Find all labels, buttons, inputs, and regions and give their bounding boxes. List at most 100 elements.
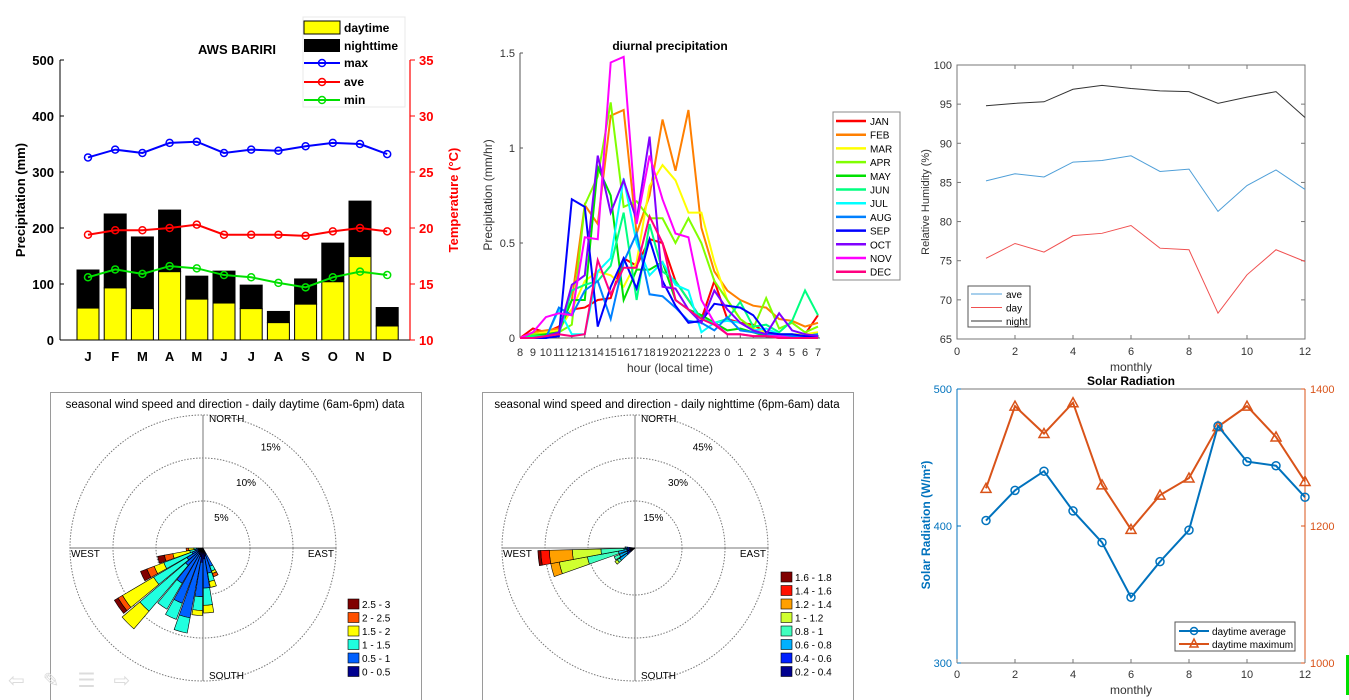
x-tick-label: J [248, 349, 255, 364]
legend-marker-min [317, 95, 327, 105]
x-tick-label: F [111, 349, 119, 364]
x-tick-label: M [191, 349, 202, 364]
wind-sector-segment [121, 601, 150, 630]
line-min [87, 265, 388, 289]
wind-rose-daytime: seasonal wind speed and direction - dail… [66, 399, 405, 682]
marker-min [165, 261, 174, 271]
bar-nighttime [103, 213, 127, 289]
x-tick-label: 2 [750, 347, 756, 359]
direction-east: EAST [740, 549, 766, 560]
legend-swatch [780, 571, 793, 583]
legend-label: day [1006, 304, 1022, 315]
menu-icon[interactable]: ☰ [77, 670, 96, 692]
line-oct [520, 136, 819, 339]
legend: ave day night [967, 285, 1031, 328]
marker-daytime-maximum [1182, 471, 1196, 483]
y2-tick-label: 1000 [1310, 658, 1334, 670]
legend-marker [1188, 637, 1200, 648]
marker-ave [219, 230, 229, 239]
x-tick-label: 0 [954, 346, 960, 358]
legend-label: OCT [870, 240, 891, 251]
legend-swatch [780, 639, 793, 650]
arrow-left-icon[interactable]: ⇦ [8, 670, 25, 692]
legend-swatch [347, 639, 360, 650]
x-tick-label: 2 [1012, 669, 1018, 681]
x-tick-label: 8 [1186, 669, 1192, 681]
y-axis-label: Solar Radiation (W/m²) [919, 461, 933, 590]
x-tick-label: 12 [1299, 669, 1311, 681]
direction-north: NORTH [641, 414, 676, 425]
line-daytime-maximum [985, 400, 1306, 532]
marker-daytime-maximum [1153, 488, 1167, 500]
legend-label: max [344, 56, 368, 70]
bar-nighttime [266, 310, 290, 324]
wind-sector-segment [613, 554, 622, 561]
legend-label: 0.4 - 0.6 [795, 654, 832, 665]
bar-daytime [212, 302, 236, 341]
bar-daytime [375, 325, 399, 341]
marker-min [219, 270, 229, 280]
legend-swatch [347, 625, 360, 637]
x-tick-label: 8 [517, 347, 523, 359]
legend-label: daytime maximum [1212, 640, 1293, 651]
y-tick-label: 85 [940, 177, 952, 189]
legend-label: 2 - 2.5 [362, 614, 391, 625]
y-tick-label: 0 [509, 333, 515, 345]
wind-sector-segment [208, 579, 217, 588]
x-tick-label: 21 [682, 347, 694, 359]
legend-label: 1.2 - 1.4 [795, 600, 832, 611]
x-tick-label: A [165, 349, 175, 364]
wind-sector-segment [203, 604, 215, 614]
x-tick-label: 6 [1128, 346, 1134, 358]
legend-label: 2.5 - 3 [362, 600, 391, 611]
wind-sector-segment [140, 568, 152, 582]
bar-daytime [185, 298, 209, 341]
marker-min [192, 264, 202, 273]
marker-daytime-maximum [1124, 522, 1138, 535]
line-nov [519, 55, 818, 339]
x-tick-label: 10 [1241, 346, 1253, 358]
wind-sector-segment [173, 614, 191, 634]
marker-max [110, 145, 120, 154]
marker-ave [165, 223, 174, 233]
pen-icon[interactable]: ✎ [42, 670, 60, 692]
legend-label: daytime average [1212, 627, 1286, 638]
y-tick-label: 1.5 [500, 48, 515, 60]
marker-min [83, 273, 93, 282]
line-apr [519, 102, 819, 339]
y-tick-label: 70 [940, 295, 952, 307]
y-tick-label: 80 [940, 217, 952, 229]
marker-max [219, 148, 229, 158]
wind-sector-segment [537, 550, 543, 567]
y-axis-label: Precipitation (mm) [13, 143, 28, 257]
x-tick-label: A [274, 349, 284, 364]
y-tick-label: 65 [940, 334, 952, 346]
bar-daytime [103, 287, 127, 341]
marker-daytime-maximum [1240, 399, 1254, 411]
y-tick-label: 0.5 [500, 238, 515, 250]
legend-label: ave [1006, 290, 1023, 301]
legend-label: 1.6 - 1.8 [795, 573, 832, 584]
x-tick-label: 7 [815, 347, 821, 359]
marker-min [355, 267, 365, 276]
legend-label: daytime [344, 21, 390, 35]
marker-daytime-average [1039, 466, 1049, 476]
y-tick-label: 75 [940, 256, 952, 268]
x-tick-label: 1 [737, 347, 743, 359]
x-tick-label: 18 [643, 347, 655, 359]
wind-sector-segment [624, 546, 627, 549]
x-tick-label: 6 [802, 347, 808, 359]
legend: JAN FEB MAR APR MAY JUN JUL AUG SEP OCT NOV DEC [832, 111, 901, 281]
x-tick-label: J [84, 349, 91, 364]
y-tick-label: 400 [934, 521, 952, 533]
arrow-right-icon[interactable]: ⇨ [113, 670, 131, 692]
marker-ave [110, 225, 120, 235]
wind-sector-segment [614, 559, 620, 565]
line-jun [519, 212, 819, 339]
marker-daytime-maximum [1298, 474, 1312, 487]
x-tick-label: 3 [763, 347, 769, 359]
y-tick-label: 100 [934, 60, 952, 72]
marker-daytime-average [981, 515, 991, 526]
x-tick-label: 0 [954, 669, 960, 681]
